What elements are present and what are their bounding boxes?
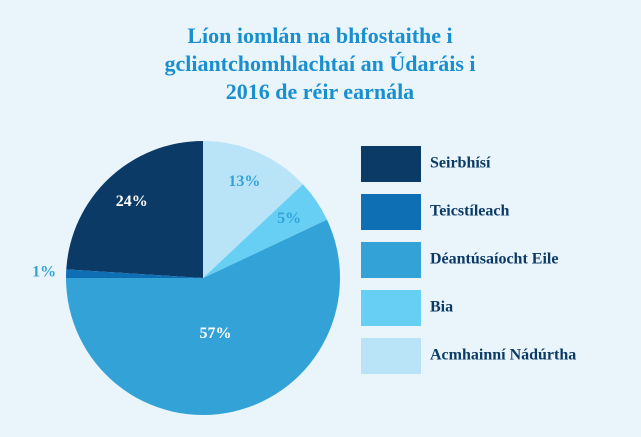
legend-swatch	[361, 146, 421, 182]
legend-label: Acmhainní Nádúrtha	[430, 347, 576, 364]
legend-swatch	[361, 290, 421, 326]
pie-slice	[203, 184, 327, 278]
legend-label: Déantúsaíocht Eile	[430, 251, 558, 268]
legend-label: Seirbhísí	[430, 155, 491, 172]
legend-label: Teicstíleach	[430, 203, 510, 220]
chart-title: 2016 de réir earnála	[226, 79, 414, 104]
legend-swatch	[361, 338, 421, 374]
slice-label: 5%	[277, 210, 301, 227]
slice-label: 57%	[200, 325, 232, 342]
chart-title: Líon iomlán na bhfostaithe i	[187, 23, 452, 48]
legend-swatch	[361, 194, 421, 230]
slice-label: 13%	[228, 173, 260, 190]
slice-label: 1%	[32, 264, 56, 281]
slice-label: 24%	[116, 193, 148, 210]
pie-slice	[66, 219, 341, 416]
legend-swatch	[361, 242, 421, 278]
legend-label: Bia	[430, 299, 453, 316]
pie-slice	[66, 141, 203, 278]
pie-slice	[203, 141, 303, 278]
chart-title: gcliantchomhlachtaí an Údaráis i	[164, 51, 475, 76]
pie-slice	[66, 269, 203, 278]
